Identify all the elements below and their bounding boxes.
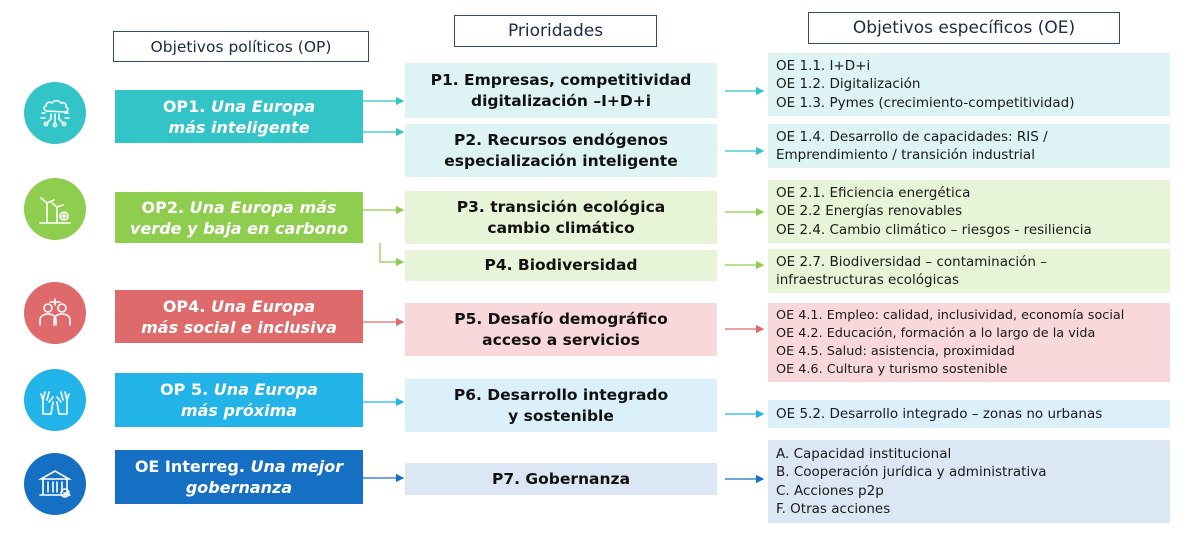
oe-item: OE 4.2. Educación, formación a lo largo … xyxy=(776,325,1096,341)
oe-item: OE 4.1. Empleo: calidad, inclusividad, e… xyxy=(776,307,1125,323)
oe-group-1: OE 1.1. I+D+i OE 1.2. Digitalización OE … xyxy=(768,53,1170,116)
priority-p3: P3. transición ecológica cambio climátic… xyxy=(405,191,717,244)
priority-p3-line1: P3. transición ecológica xyxy=(456,197,666,216)
oe-group-7: A. Capacidad institucional B. Cooperació… xyxy=(768,440,1170,523)
raised-hands-icon xyxy=(24,369,86,431)
oe-item: OE 2.2 Energías renovables xyxy=(776,203,963,220)
priority-p6-line1: P6. Desarrollo integrado xyxy=(453,385,669,404)
oe-item: A. Capacidad institucional xyxy=(776,445,952,462)
oe-item: OE 5.2. Desarrollo integrado – zonas no … xyxy=(776,405,1103,422)
priority-p7: P7. Gobernanza xyxy=(405,463,717,495)
priority-p4: P4. Biodiversidad xyxy=(405,250,717,281)
op4-box: OP4. Una Europa más social e inclusiva xyxy=(115,290,363,343)
oe-group-3: OE 2.1. Eficiencia energética OE 2.2 Ene… xyxy=(768,180,1170,243)
op2-line2: verde y baja en carbono xyxy=(130,218,348,238)
oe-item: OE 4.6. Cultura y turismo sostenible xyxy=(776,361,1008,377)
priority-p5: P5. Desafío demográfico acceso a servici… xyxy=(405,303,717,356)
op1-line2: más inteligente xyxy=(168,117,310,137)
oe-item: C. Acciones p2p xyxy=(776,482,884,499)
header-objetivos-politicos: Objetivos políticos (OP) xyxy=(113,31,369,62)
interreg-line1: OE Interreg. Una mejor xyxy=(134,457,344,476)
interreg-line2: gobernanza xyxy=(185,478,293,497)
op4-line1: OP4. Una Europa xyxy=(162,296,316,316)
op2-line1: OP2. Una Europa más xyxy=(141,197,337,217)
oe-item: OE 2.4. Cambio climático – riesgos - res… xyxy=(776,221,1092,238)
op2-box: OP2. Una Europa más verde y baja en carb… xyxy=(115,192,363,243)
interreg-box: OE Interreg. Una mejor gobernanza xyxy=(115,450,363,504)
ai-brain-icon xyxy=(24,82,86,144)
op1-line1: OP1. Una Europa xyxy=(162,96,316,116)
header-objetivos-especificos: Objetivos específicos (OE) xyxy=(808,12,1120,44)
oe-item: OE 2.1. Eficiencia energética xyxy=(776,184,971,201)
oe-item: infraestructuras ecológicas xyxy=(776,272,960,288)
priority-p6-line2: y sostenible xyxy=(508,406,614,425)
priority-p1-line1: P1. Empresas, competitividad xyxy=(430,70,692,89)
op1-box: OP1. Una Europa más inteligente xyxy=(115,90,363,143)
oe-item: F. Otras acciones xyxy=(776,501,891,517)
priority-p7-line1: P7. Gobernanza xyxy=(491,469,631,488)
oe-item: OE 1.1. I+D+i xyxy=(776,57,871,74)
oe-item: B. Cooperación jurídica y administrativa xyxy=(776,464,1047,480)
arrow-op2-p4 xyxy=(379,243,405,267)
oe-item: OE 1.3. Pymes (crecimiento-competitivida… xyxy=(776,94,1075,111)
op5-line1: OP 5. Una Europa xyxy=(160,380,318,399)
op5-box: OP 5. Una Europa más próxima xyxy=(115,373,363,427)
oe-item: OE 4.5. Salud: asistencia, proximidad xyxy=(776,343,1015,359)
priority-p3-line2: cambio climático xyxy=(487,218,635,237)
op4-line2: más social e inclusiva xyxy=(141,317,337,337)
priority-p5-line1: P5. Desafío demográfico xyxy=(454,309,668,328)
oe-group-6: OE 5.2. Desarrollo integrado – zonas no … xyxy=(768,400,1170,428)
priority-p1: P1. Empresas, competitividad digitalizac… xyxy=(405,63,717,118)
government-building-icon xyxy=(24,453,86,515)
wind-energy-icon xyxy=(24,178,86,240)
oe-group-2: OE 1.4. Desarrollo de capacidades: RIS /… xyxy=(768,124,1170,168)
priority-p4-line1: P4. Biodiversidad xyxy=(484,256,638,274)
priority-p2-line2: especialización inteligente xyxy=(444,151,678,170)
priority-p5-line2: acceso a servicios xyxy=(482,330,640,349)
oe-item: OE 2.7. Biodiversidad – contaminación – xyxy=(776,253,1048,270)
header-prioridades: Prioridades xyxy=(454,15,657,47)
oe-group-4: OE 2.7. Biodiversidad – contaminación – … xyxy=(768,249,1170,293)
priority-p6: P6. Desarrollo integrado y sostenible xyxy=(405,379,717,432)
people-icon xyxy=(24,282,86,344)
oe-group-5: OE 4.1. Empleo: calidad, inclusividad, e… xyxy=(768,303,1170,382)
priority-p1-line2: digitalización –I+D+i xyxy=(470,91,652,110)
oe-item: OE 1.4. Desarrollo de capacidades: RIS / xyxy=(776,128,1048,145)
priority-p2-line1: P2. Recursos endógenos xyxy=(453,130,669,149)
oe-item: Emprendimiento / transición industrial xyxy=(776,147,1035,163)
op5-line2: más próxima xyxy=(180,401,298,420)
oe-item: OE 1.2. Digitalización xyxy=(776,76,921,93)
priority-p2: P2. Recursos endógenos especialización i… xyxy=(405,124,717,177)
